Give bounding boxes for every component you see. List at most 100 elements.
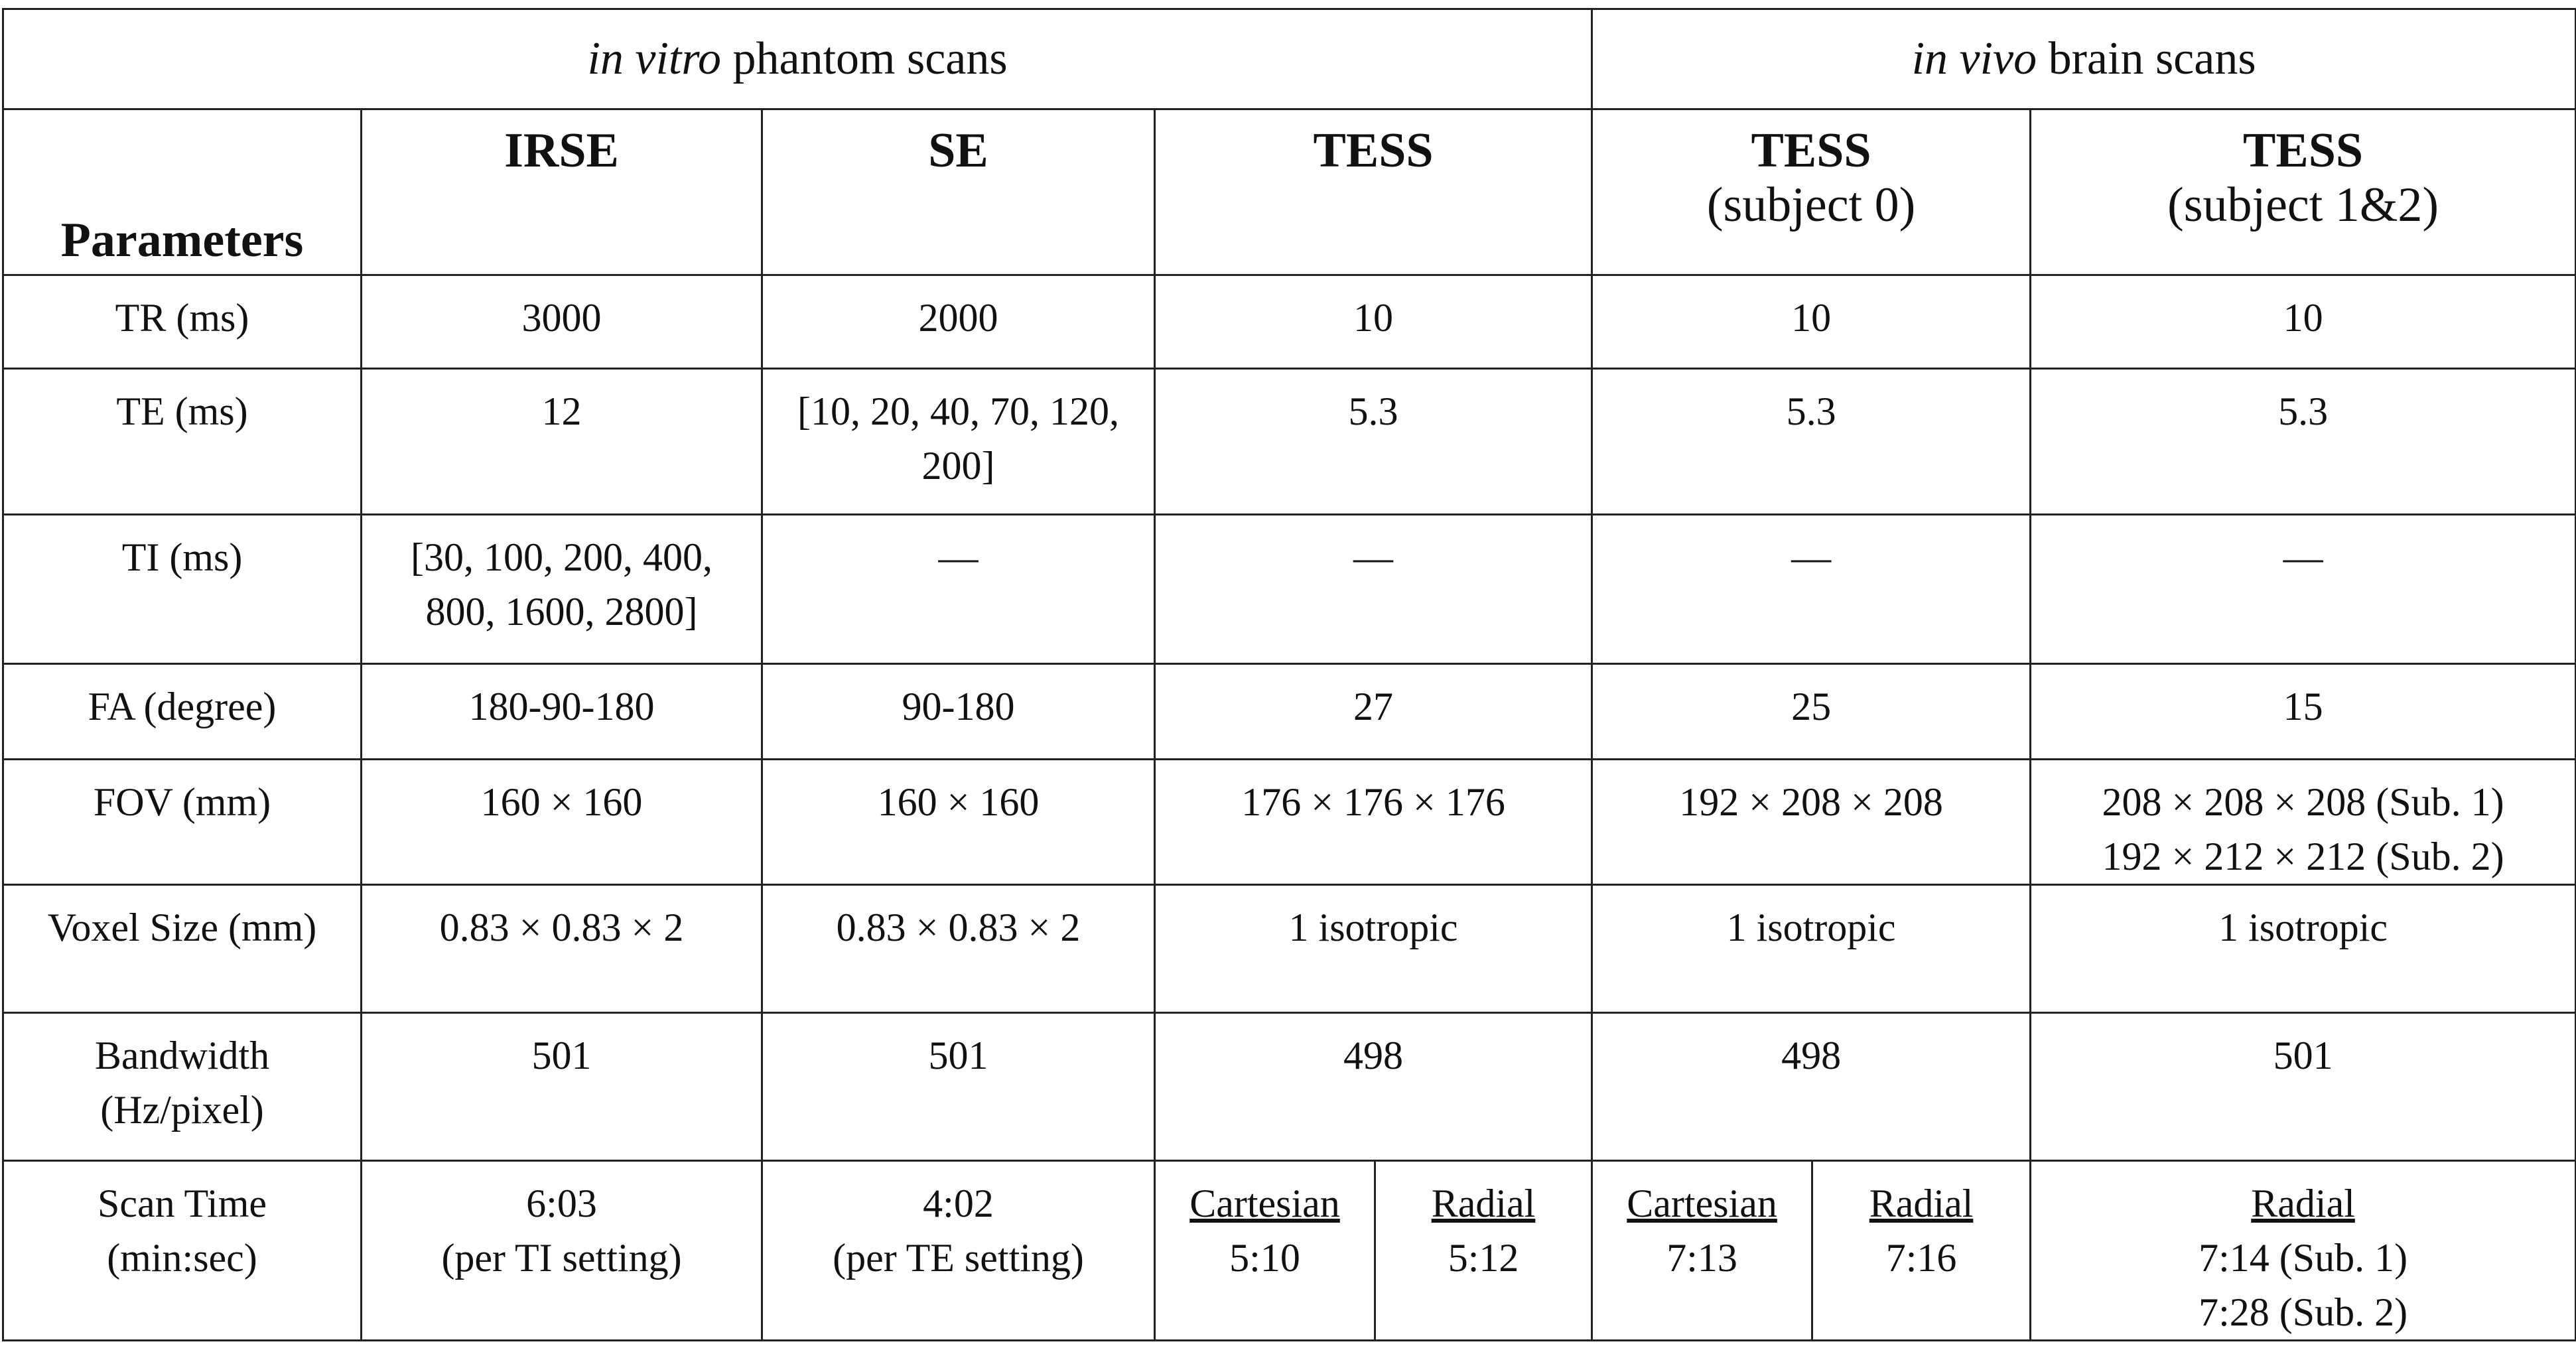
parameter-row: TE (ms) 12 [10, 20, 40, 70, 120, 200] 5.3 5.3… bbox=[2, 368, 2576, 515]
column-name: IRSE bbox=[504, 123, 619, 178]
value-line: 0.83 × 0.83 × 2 bbox=[836, 906, 1081, 949]
value-line: 160 × 160 bbox=[480, 780, 643, 824]
row-label-line: TE (ms) bbox=[116, 389, 248, 433]
parameter-row: Bandwidth (Hz/pixel) 501 501 498 498 501 bbox=[2, 1012, 2576, 1162]
value-line: 7:14 (Sub. 1) bbox=[2199, 1236, 2408, 1280]
parameter-row: Scan Time (min:sec) 6:03 (per TI setting) 4:… bbox=[2, 1160, 2576, 1341]
value-cell: [30, 100, 200, 400, 800, 1600, 2800] bbox=[360, 513, 763, 665]
method-label: Cartesian bbox=[1189, 1182, 1340, 1225]
row-label-line: TI (ms) bbox=[121, 535, 243, 579]
row-label-line: TR (ms) bbox=[115, 296, 249, 340]
value-line: 180-90-180 bbox=[468, 685, 655, 728]
value-cell: Radial 7:14 (Sub. 1) 7:28 (Sub. 2) bbox=[2029, 1160, 2576, 1341]
value-cell: 1 isotropic bbox=[1153, 884, 1593, 1014]
value-cell: 501 bbox=[360, 1012, 763, 1162]
value-line: (per TI setting) bbox=[441, 1236, 682, 1280]
parameter-row: TR (ms) 3000 2000 10 10 10 bbox=[2, 274, 2576, 370]
column-header: IRSE bbox=[360, 108, 763, 276]
parameter-row: FA (degree) 180-90-180 90-180 27 25 15 bbox=[2, 663, 2576, 760]
value-cell: 0.83 × 0.83 × 2 bbox=[761, 884, 1156, 1014]
value-line: 7:16 bbox=[1885, 1236, 1957, 1280]
value-line: 208 × 208 × 208 (Sub. 1) bbox=[2102, 780, 2504, 824]
parameter-row: Voxel Size (mm) 0.83 × 0.83 × 2 0.83 × 0.8… bbox=[2, 884, 2576, 1014]
value-line: 192 × 208 × 208 bbox=[1679, 780, 1943, 824]
value-line: 200] bbox=[921, 444, 995, 488]
value-cell: 90-180 bbox=[761, 663, 1156, 760]
column-header: TESS (subject 1&2) bbox=[2029, 108, 2576, 276]
value-line: — bbox=[2283, 535, 2323, 579]
column-subtitle: (subject 0) bbox=[1706, 178, 1916, 232]
value-cell: 180-90-180 bbox=[360, 663, 763, 760]
value-cell: 5.3 bbox=[2029, 368, 2576, 515]
value-line: 12 bbox=[541, 389, 582, 433]
value-cell: Radial 7:16 bbox=[1811, 1160, 2032, 1341]
value-line: 800, 1600, 2800] bbox=[425, 590, 698, 634]
column-name: TESS bbox=[1751, 123, 1871, 178]
row-label: Bandwidth (Hz/pixel) bbox=[2, 1012, 362, 1162]
row-label-line: Bandwidth bbox=[94, 1034, 270, 1077]
row-label-line: FA (degree) bbox=[88, 685, 277, 728]
value-line: 25 bbox=[1791, 685, 1832, 728]
value-line: 501 bbox=[928, 1034, 988, 1077]
value-line: 10 bbox=[1791, 296, 1832, 340]
group-prefix: in vitro bbox=[587, 33, 722, 84]
parameter-row: TI (ms) [30, 100, 200, 400, 800, 1600, 280… bbox=[2, 513, 2576, 665]
value-line: (per TE setting) bbox=[833, 1236, 1084, 1280]
value-line: 6:03 bbox=[526, 1182, 597, 1225]
value-cell: 5.3 bbox=[1591, 368, 2032, 515]
value-line: 7:13 bbox=[1666, 1236, 1737, 1280]
value-cell: 498 bbox=[1591, 1012, 2032, 1162]
value-cell: 160 × 160 bbox=[360, 758, 763, 886]
value-line: 15 bbox=[2283, 685, 2323, 728]
column-header: TESS (subject 0) bbox=[1591, 108, 2032, 276]
value-cell: — bbox=[1153, 513, 1593, 665]
value-line: 27 bbox=[1353, 685, 1394, 728]
value-cell: 5.3 bbox=[1153, 368, 1593, 515]
value-cell: — bbox=[761, 513, 1156, 665]
value-cell: 501 bbox=[761, 1012, 1156, 1162]
value-cell: 15 bbox=[2029, 663, 2576, 760]
value-line: 5:12 bbox=[1448, 1236, 1519, 1280]
value-line: [30, 100, 200, 400, bbox=[411, 535, 712, 579]
column-name: TESS bbox=[2243, 123, 2364, 178]
group-header: in vitro phantom scans bbox=[1, 8, 1593, 110]
row-label-line: (min:sec) bbox=[107, 1236, 257, 1280]
value-cell: 208 × 208 × 208 (Sub. 1) 192 × 212 × 212 … bbox=[2029, 758, 2576, 886]
value-line: 498 bbox=[1781, 1034, 1842, 1077]
value-cell: Radial 5:12 bbox=[1373, 1160, 1593, 1341]
value-cell: 501 bbox=[2029, 1012, 2576, 1162]
value-cell: 0.83 × 0.83 × 2 bbox=[360, 884, 763, 1014]
row-label: Scan Time (min:sec) bbox=[2, 1160, 362, 1341]
row-label: TR (ms) bbox=[2, 274, 362, 370]
value-cell: 176 × 176 × 176 bbox=[1153, 758, 1593, 886]
value-line: 5.3 bbox=[1348, 389, 1398, 433]
column-subtitle: (subject 1&2) bbox=[2167, 178, 2439, 232]
value-cell: [10, 20, 40, 70, 120, 200] bbox=[761, 368, 1156, 515]
value-cell: 3000 bbox=[360, 274, 763, 370]
value-line: 176 × 176 × 176 bbox=[1241, 780, 1505, 824]
value-line: 7:28 (Sub. 2) bbox=[2199, 1290, 2408, 1334]
row-label-line: Scan Time bbox=[97, 1182, 267, 1225]
method-label: Radial bbox=[1431, 1182, 1536, 1225]
value-line: 1 isotropic bbox=[2218, 906, 2388, 949]
column-header-row: Parameters IRSE SE TESS TESS (subject 0) TESS(… bbox=[2, 108, 2576, 276]
value-cell: 25 bbox=[1591, 663, 2032, 760]
value-cell: Cartesian 7:13 bbox=[1591, 1160, 1813, 1341]
parameter-table: in vitro phantom scans in vivo brain scan… bbox=[1, 8, 2576, 1341]
method-label: Radial bbox=[2251, 1182, 2355, 1225]
group-row: in vitro phantom scans in vivo brain scan… bbox=[1, 8, 2576, 110]
method-label: Radial bbox=[1869, 1182, 1974, 1225]
group-header: in vivo brain scans bbox=[1591, 8, 2576, 110]
value-cell: 27 bbox=[1153, 663, 1593, 760]
value-cell: 2000 bbox=[761, 274, 1156, 370]
value-line: 192 × 212 × 212 (Sub. 2) bbox=[2102, 835, 2504, 878]
value-line: 1 isotropic bbox=[1288, 906, 1458, 949]
value-cell: 12 bbox=[360, 368, 763, 515]
value-line: 1 isotropic bbox=[1726, 906, 1896, 949]
row-label: FOV (mm) bbox=[2, 758, 362, 886]
value-cell: 192 × 208 × 208 bbox=[1591, 758, 2032, 886]
value-line: 2000 bbox=[918, 296, 998, 340]
value-line: 160 × 160 bbox=[877, 780, 1040, 824]
parameter-row: FOV (mm) 160 × 160 160 × 160 176 × 176 × 17… bbox=[2, 758, 2576, 886]
